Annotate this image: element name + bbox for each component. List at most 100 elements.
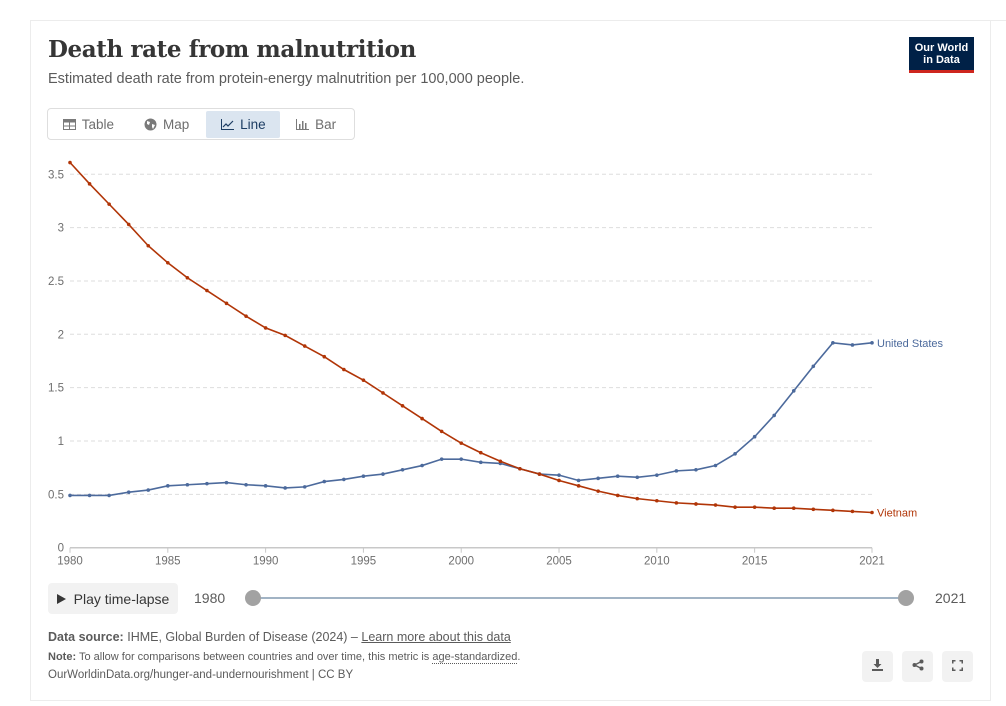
data-point: [811, 364, 816, 369]
data-point: [811, 507, 816, 512]
data-point: [420, 416, 424, 421]
data-point: [439, 457, 444, 461]
share-button[interactable]: [902, 651, 933, 682]
timeline-slider-track[interactable]: [253, 597, 906, 599]
data-point: [420, 463, 424, 468]
tab-label: Table: [81, 116, 115, 132]
data-point: [224, 480, 229, 485]
data-point: [752, 505, 757, 509]
series-label: United States: [877, 338, 944, 350]
series-line: [69, 161, 873, 514]
data-point: [459, 441, 464, 445]
play-timelapse-button[interactable]: Play time-lapse: [48, 583, 178, 614]
data-point: [615, 493, 620, 498]
data-point: [752, 434, 757, 439]
data-point: [400, 403, 405, 408]
bar-chart-icon: [296, 118, 310, 130]
data-point: [126, 490, 131, 495]
x-tick-label: 1980: [57, 556, 83, 568]
y-tick-label: 2.5: [48, 276, 64, 288]
data-point: [322, 479, 327, 484]
data-point: [674, 469, 679, 473]
data-point: [68, 160, 72, 165]
data-point: [185, 275, 190, 280]
tab-line[interactable]: Line: [206, 110, 281, 138]
data-point: [596, 489, 600, 493]
note: Note: To allow for comparisons between c…: [48, 651, 521, 664]
chart-title: Death rate from malnutrition: [48, 36, 416, 63]
data-point: [576, 478, 581, 483]
data-point: [244, 482, 248, 487]
tab-table[interactable]: Table: [50, 111, 127, 138]
data-point: [263, 326, 268, 330]
data-point: [557, 478, 561, 483]
data-point: [537, 472, 542, 476]
data-point: [361, 378, 366, 382]
data-point: [166, 484, 170, 488]
timeline-start-handle[interactable]: [245, 590, 261, 606]
learn-more-link[interactable]: Learn more about this data: [361, 630, 511, 644]
x-tick-label: 2000: [448, 556, 474, 568]
data-point: [224, 301, 229, 306]
data-point: [733, 505, 737, 509]
source-text: IHME, Global Burden of Disease (2024) –: [127, 630, 362, 644]
age-standardized-link[interactable]: age-standardized: [432, 651, 518, 664]
data-point: [302, 485, 307, 489]
x-tick-label: 1995: [351, 556, 377, 568]
line-chart-icon: [221, 118, 235, 130]
tab-label: Bar: [315, 116, 337, 132]
chart-card: [30, 20, 991, 701]
data-point: [146, 243, 151, 248]
series-label: Vietnam: [877, 507, 917, 519]
data-point: [713, 463, 718, 468]
play-icon: [56, 591, 66, 607]
y-tick-label: 0: [58, 543, 64, 555]
data-point: [126, 222, 131, 227]
fullscreen-button[interactable]: [942, 651, 973, 682]
play-label: Play time-lapse: [73, 590, 170, 607]
data-point: [694, 502, 698, 506]
x-tick-label: 2010: [644, 556, 670, 568]
data-point: [713, 503, 718, 507]
data-point: [107, 493, 111, 498]
data-point: [831, 341, 835, 345]
timeline-end-handle[interactable]: [898, 590, 914, 606]
logo-line-2: in Data: [923, 54, 960, 66]
download-button[interactable]: [862, 651, 893, 682]
gridlines: [70, 173, 872, 495]
line-chart: 0 0.5 1 1.5 2 2.5 3 3.5 1980 1985 1990 1995 2000 200…: [48, 160, 944, 568]
data-point: [185, 482, 190, 487]
data-point: [381, 472, 385, 476]
data-point: [263, 484, 268, 488]
fullscreen-icon: [952, 658, 963, 676]
owid-logo[interactable]: Our World in Data: [909, 37, 974, 73]
data-point: [205, 288, 209, 293]
data-point: [68, 493, 72, 498]
source-url[interactable]: OurWorldinData.org/hunger-and-undernouri…: [48, 669, 354, 681]
data-point: [831, 508, 835, 513]
data-point: [87, 182, 92, 186]
tab-map[interactable]: Map: [127, 111, 207, 138]
x-tick-label: 2015: [742, 556, 768, 568]
y-tick-label: 3.5: [48, 169, 64, 181]
tab-label: Map: [162, 116, 190, 132]
data-point: [674, 501, 679, 505]
data-point: [478, 450, 483, 455]
data-point: [146, 488, 151, 492]
x-tick-label: 2005: [546, 556, 572, 568]
y-tick-label: 1.5: [48, 383, 64, 395]
data-point: [557, 473, 561, 477]
note-end: .: [517, 651, 521, 663]
x-axis: 1980 1985 1990 1995 2000 2005 2010 2015 2021: [57, 546, 885, 568]
data-point: [791, 389, 796, 393]
note-text: To allow for comparisons between countri…: [78, 651, 433, 663]
note-label: Note:: [48, 651, 77, 663]
data-point: [518, 466, 522, 471]
data-point: [381, 391, 385, 395]
data-point: [615, 474, 620, 479]
tab-bar[interactable]: Bar: [280, 111, 352, 138]
data-point: [283, 333, 287, 338]
data-point: [870, 510, 874, 515]
data-point: [439, 429, 444, 434]
view-tabs: Table Map Line Bar: [47, 108, 355, 140]
